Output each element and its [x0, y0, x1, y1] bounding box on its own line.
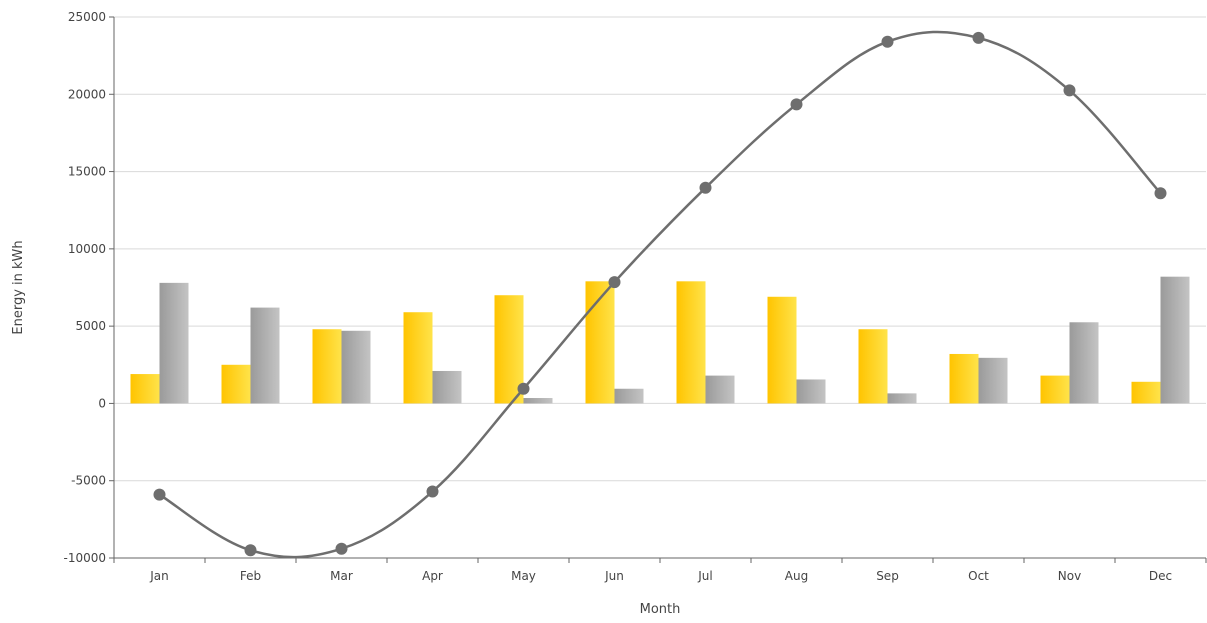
bar-gray: [432, 370, 462, 404]
bar-yellow: [767, 296, 797, 404]
line-series-path: [158, 30, 1162, 559]
x-tick-label: Apr: [422, 569, 443, 583]
y-tick-label: -5000: [71, 474, 106, 488]
bar-gray: [1069, 322, 1099, 404]
bar-yellow: [1131, 381, 1161, 404]
bar-gray: [523, 398, 553, 404]
x-tick-label: Nov: [1058, 569, 1081, 583]
bar-yellow: [858, 329, 888, 404]
line-point: [517, 382, 530, 395]
line-point: [153, 488, 166, 501]
line-point: [1154, 187, 1167, 200]
y-tick-label: 20000: [68, 87, 106, 101]
line-series: [153, 30, 1167, 559]
bar-gray: [705, 375, 735, 404]
x-tick-label: Jun: [604, 569, 624, 583]
x-tick-label: Sep: [876, 569, 899, 583]
bar-gray: [159, 282, 189, 404]
line-point: [1063, 84, 1076, 97]
line-point: [972, 31, 985, 44]
bar-yellow: [221, 364, 251, 404]
line-point: [881, 35, 894, 48]
x-tick-label: Dec: [1149, 569, 1172, 583]
x-tick-label: May: [511, 569, 536, 583]
x-axis-title: Month: [640, 602, 681, 617]
line-point: [790, 98, 803, 111]
y-tick-label: 15000: [68, 165, 106, 179]
tick-labels: 25000 20000 15000 10000 5000 0 -5000 -10000 Jan F…: [63, 10, 1172, 583]
bar-yellow: [312, 329, 342, 404]
bar-yellow: [585, 281, 615, 404]
y-tick-label: 0: [98, 396, 106, 410]
bar-gray: [341, 330, 371, 404]
y-tick-label: 25000: [68, 10, 106, 24]
bar-yellow: [676, 281, 706, 404]
y-tick-label: 5000: [75, 319, 106, 333]
bar-gray: [978, 357, 1008, 404]
line-point: [426, 485, 439, 498]
line-point: [608, 276, 621, 289]
line-point: [699, 181, 712, 194]
bar-gray: [1160, 276, 1190, 404]
x-tick-label: Mar: [330, 569, 353, 583]
y-tick-label: -10000: [63, 551, 106, 565]
x-tick-label: Feb: [240, 569, 261, 583]
line-point: [335, 542, 348, 555]
line-point: [244, 544, 257, 557]
axes: [113, 17, 1206, 559]
y-tick-label: 10000: [68, 242, 106, 256]
bar-gray: [250, 307, 280, 404]
grid: [109, 16, 1207, 563]
bar-gray: [887, 393, 917, 404]
bar-gray: [614, 388, 644, 404]
bar-yellow: [1040, 375, 1070, 404]
bar-yellow: [130, 374, 160, 404]
bar-yellow: [403, 312, 433, 404]
bar-gray: [796, 379, 826, 404]
bars: [130, 276, 1190, 404]
y-axis-title: Energy in kWh: [11, 240, 26, 334]
x-tick-label: Jul: [697, 569, 712, 583]
bar-yellow: [949, 353, 979, 404]
x-tick-label: Aug: [785, 569, 808, 583]
x-tick-label: Oct: [968, 569, 989, 583]
x-tick-label: Jan: [149, 569, 169, 583]
